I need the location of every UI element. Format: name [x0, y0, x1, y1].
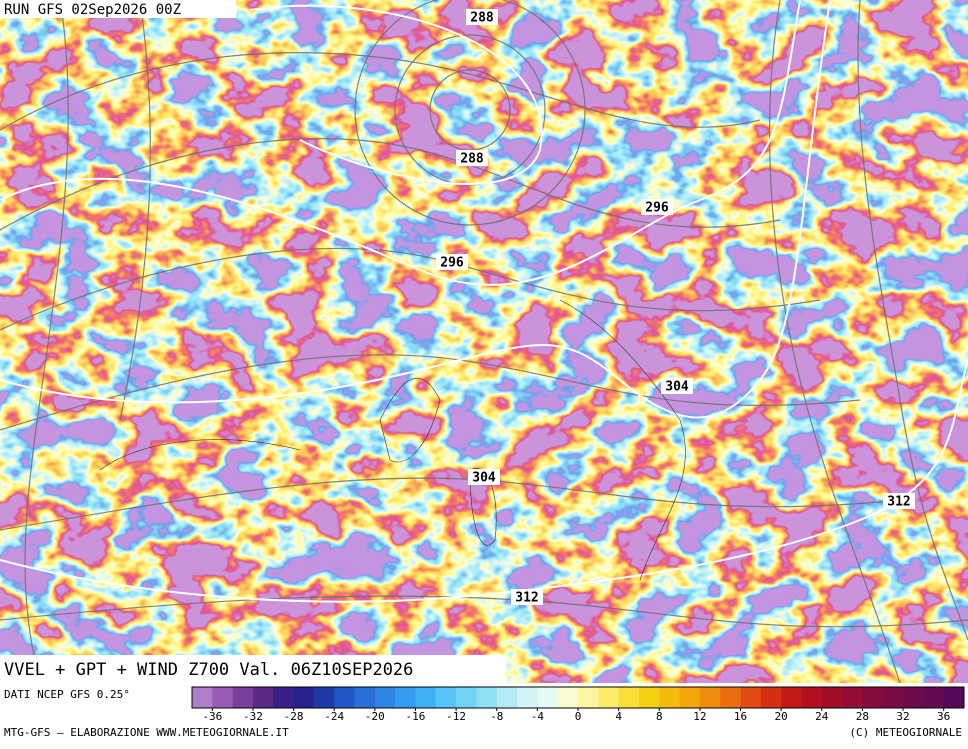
colorbar-swatch — [517, 687, 538, 708]
contour-label: 312 — [887, 495, 910, 510]
colorbar-tick-label: -8 — [490, 710, 503, 723]
colorbar-tick-label: 24 — [815, 710, 829, 723]
colorbar-tick-label: 12 — [693, 710, 706, 723]
contour-label-bg — [883, 493, 915, 509]
contour-label-bg — [661, 378, 693, 394]
contour-label-bg — [456, 150, 488, 166]
credit-label: MTG-GFS — ELABORAZIONE WWW.METEOGIORNALE… — [4, 726, 289, 739]
run-label: RUN GFS 02Sep2026 00Z — [4, 2, 181, 18]
contour-label: 288 — [470, 11, 494, 26]
colorbar-swatch — [862, 687, 884, 708]
colorbar-tick-label: -16 — [406, 710, 426, 723]
colorbar-swatch — [842, 687, 863, 708]
colorbar-swatch — [395, 687, 416, 708]
colorbar-swatch — [760, 687, 782, 708]
colorbar-tick-label: 8 — [656, 710, 663, 723]
colorbar-swatch — [720, 687, 741, 708]
colorbar-swatch — [273, 687, 294, 708]
vertical-velocity-field — [0, 0, 968, 683]
colorbar-swatch — [374, 687, 396, 708]
colorbar-tick-label: -20 — [365, 710, 385, 723]
contour-label-bg — [511, 589, 543, 605]
colorbar-tick-label: -24 — [324, 710, 344, 723]
colorbar-tick-label: -4 — [531, 710, 545, 723]
contour-label: 304 — [665, 380, 689, 395]
colorbar-tick-label: 16 — [734, 710, 747, 723]
contour-label: 296 — [440, 256, 464, 271]
colorbar-swatch — [699, 687, 721, 708]
colorbar: -36 -32 -28 -24 -20 -16 -12 -8 -4 0 4 8 12 16 20 24 28 32… — [191, 686, 965, 723]
colorbar-swatch — [232, 687, 254, 708]
colorbar-swatch — [659, 687, 680, 708]
contour-label: 304 — [472, 471, 496, 486]
colorbar-tick-label: 32 — [896, 710, 909, 723]
colorbar-swatch — [923, 687, 944, 708]
colorbar-tick-label: -28 — [284, 710, 304, 723]
colorbar-tick-label: 28 — [856, 710, 869, 723]
contour-label-bg — [468, 469, 500, 485]
colorbar-swatch — [882, 687, 904, 708]
colorbar-tick-label: -36 — [202, 710, 222, 723]
contour-label-bg — [436, 254, 468, 270]
colorbar-swatch — [557, 687, 579, 708]
contour-label: 312 — [515, 591, 538, 606]
colorbar-swatch — [476, 687, 498, 708]
run-box — [0, 0, 236, 18]
colorbar-tick-label: 20 — [775, 710, 788, 723]
colorbar-swatch — [618, 687, 640, 708]
colorbar-swatch — [801, 687, 823, 708]
colorbar-swatch — [252, 687, 274, 708]
colorbar-tick-label: 4 — [615, 710, 622, 723]
contour-label-bg — [466, 9, 498, 25]
colorbar-swatch — [334, 687, 355, 708]
colorbar-swatch — [435, 687, 457, 708]
colorbar-swatch — [598, 687, 619, 708]
map: 288 288 296 296 304 304 312 312 RUN GFS 02Sep20… — [0, 0, 968, 684]
colorbar-tick-label: -32 — [243, 710, 263, 723]
contour-labels: 288 288 296 296 304 304 312 312 — [436, 9, 915, 606]
colorbar-swatch — [496, 687, 518, 708]
colorbar-swatch — [415, 687, 437, 708]
colorbar-tick-label: -12 — [446, 710, 466, 723]
colorbar-swatch — [679, 687, 701, 708]
colorbar-swatch — [903, 687, 924, 708]
colorbar-swatch — [740, 687, 762, 708]
colorbar-swatch — [212, 687, 233, 708]
contour-label: 296 — [645, 201, 669, 216]
copyright-label: (C) METEOGIORNALE — [849, 726, 962, 739]
map-title: VVEL + GPT + WIND Z700 Val. 06Z10SEP2026 — [4, 660, 413, 680]
contour-label-bg — [641, 199, 673, 215]
title-box — [0, 655, 506, 683]
geopotential-contours — [0, 0, 968, 602]
colorbar-swatch — [354, 687, 376, 708]
colorbar-swatch — [537, 687, 558, 708]
colorbar-tick-label: 0 — [575, 710, 582, 723]
colorbar-swatch — [638, 687, 660, 708]
source-label: DATI NCEP GFS 0.25° — [4, 688, 130, 701]
colorbar-swatch — [943, 687, 965, 708]
colorbar-swatch — [293, 687, 315, 708]
colorbar-swatch — [313, 687, 335, 708]
colorbar-swatch — [192, 687, 213, 708]
footer: DATI NCEP GFS 0.25° -36 -32 -28 -24 -20 -16 -1… — [4, 686, 965, 739]
colorbar-swatch — [578, 687, 599, 708]
colorbar-tick-label: 36 — [937, 710, 950, 723]
colorbar-swatch — [456, 687, 477, 708]
colorbar-swatch — [781, 687, 802, 708]
contour-label: 288 — [460, 152, 484, 167]
colorbar-swatch — [821, 687, 843, 708]
